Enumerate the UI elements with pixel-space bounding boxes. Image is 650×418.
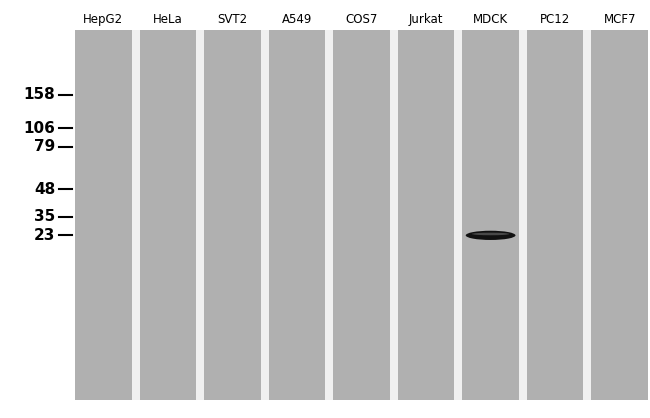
Bar xyxy=(204,30,261,400)
Text: MDCK: MDCK xyxy=(473,13,508,26)
Bar xyxy=(462,30,519,400)
Text: 48: 48 xyxy=(34,181,55,196)
Bar xyxy=(140,30,196,400)
Bar xyxy=(75,30,131,400)
Text: A549: A549 xyxy=(281,13,312,26)
Text: HepG2: HepG2 xyxy=(83,13,124,26)
Bar xyxy=(592,30,648,400)
Bar xyxy=(333,30,390,400)
Text: SVT2: SVT2 xyxy=(217,13,248,26)
Ellipse shape xyxy=(472,233,509,235)
Ellipse shape xyxy=(466,231,515,240)
Text: PC12: PC12 xyxy=(540,13,570,26)
Bar xyxy=(527,30,584,400)
Bar xyxy=(75,30,648,400)
Text: 106: 106 xyxy=(23,120,55,135)
Text: COS7: COS7 xyxy=(345,13,378,26)
Bar xyxy=(398,30,454,400)
Text: 79: 79 xyxy=(34,139,55,154)
Text: Jurkat: Jurkat xyxy=(409,13,443,26)
Bar xyxy=(268,30,325,400)
Text: MCF7: MCF7 xyxy=(603,13,636,26)
Text: 35: 35 xyxy=(34,209,55,224)
Text: HeLa: HeLa xyxy=(153,13,183,26)
Text: 23: 23 xyxy=(34,228,55,243)
Text: 158: 158 xyxy=(24,87,55,102)
